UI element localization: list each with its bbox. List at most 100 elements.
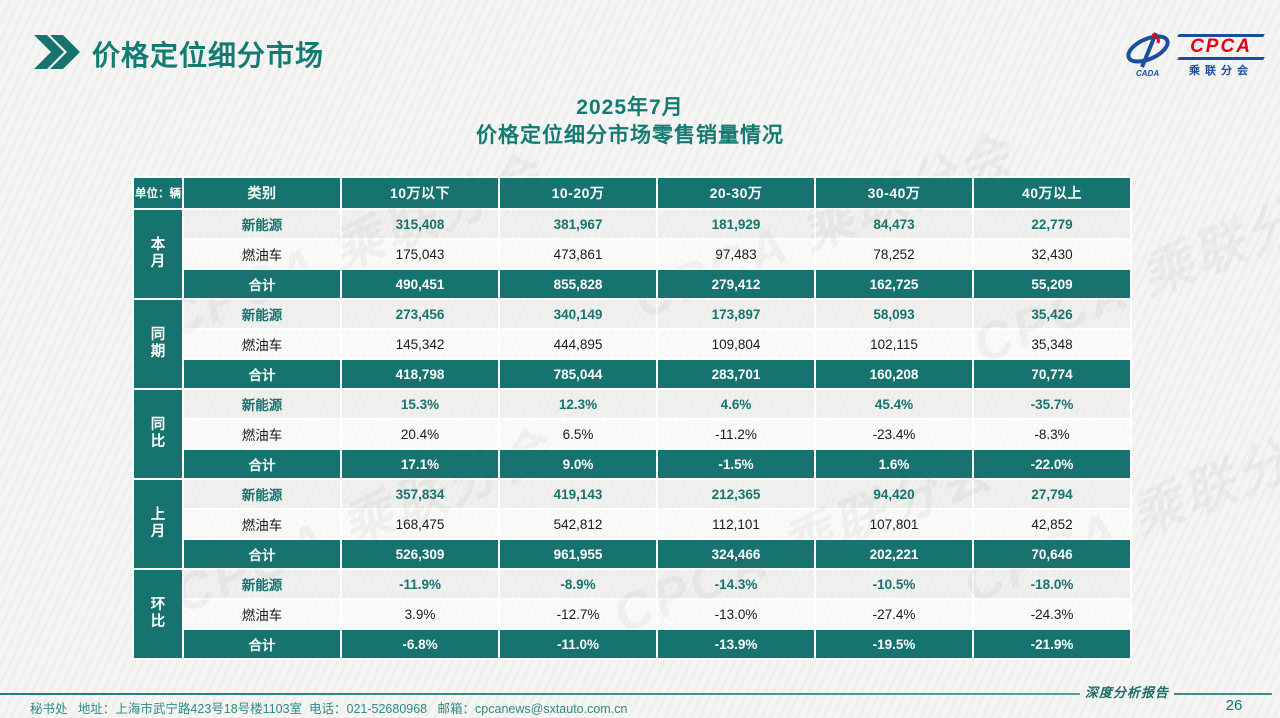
table-row-环比-合计: 合计 -6.8% -11.0% -13.9% -19.5% -21.9% xyxy=(134,630,1130,658)
unit-label: 单位：辆 xyxy=(134,178,182,208)
cell-4-2-4: -21.9% xyxy=(974,630,1130,658)
cell-0-1-3: 78,252 xyxy=(816,240,972,268)
cell-4-1-2: -13.0% xyxy=(658,600,814,628)
cell-3-0-4: 27,794 xyxy=(974,480,1130,508)
table-row-同比-燃油车: 燃油车 20.4% 6.5% -11.2% -23.4% -8.3% xyxy=(134,420,1130,448)
cell-0-2-4: 55,209 xyxy=(974,270,1130,298)
row-category: 新能源 xyxy=(184,570,340,598)
cpca-logo-emblem-icon: CADA xyxy=(1122,31,1174,82)
double-chevron-icon xyxy=(34,34,80,74)
group-label-2: 同比 xyxy=(134,390,182,478)
group-label-3: 上月 xyxy=(134,480,182,568)
row-category: 燃油车 xyxy=(184,600,340,628)
footer-contact-info: 秘书处 地址：上海市武宁路423号18号楼1103室 电话：021-526809… xyxy=(30,702,628,716)
cell-4-0-4: -18.0% xyxy=(974,570,1130,598)
cell-3-0-0: 357,834 xyxy=(342,480,498,508)
column-header-1: 10-20万 xyxy=(500,178,656,208)
cell-1-0-1: 340,149 xyxy=(500,300,656,328)
cell-0-0-3: 84,473 xyxy=(816,210,972,238)
row-category: 合计 xyxy=(184,630,340,658)
cell-3-0-2: 212,365 xyxy=(658,480,814,508)
cell-4-1-1: -12.7% xyxy=(500,600,656,628)
cell-1-1-3: 102,115 xyxy=(816,330,972,358)
cell-1-1-0: 145,342 xyxy=(342,330,498,358)
cell-0-2-1: 855,828 xyxy=(500,270,656,298)
table-row-环比-新能源: 环比 新能源 -11.9% -8.9% -14.3% -10.5% -18.0% xyxy=(134,570,1130,658)
row-category: 燃油车 xyxy=(184,510,340,538)
table-row-同期-燃油车: 燃油车 145,342 444,895 109,804 102,115 35,348 xyxy=(134,330,1130,358)
cell-4-2-2: -13.9% xyxy=(658,630,814,658)
cell-1-2-0: 418,798 xyxy=(342,360,498,388)
cell-3-1-2: 112,101 xyxy=(658,510,814,538)
row-category: 新能源 xyxy=(184,390,340,418)
cpca-chinese-label: 乘联分会 xyxy=(1189,65,1253,77)
row-category: 燃油车 xyxy=(184,240,340,268)
cell-0-2-2: 279,412 xyxy=(658,270,814,298)
cell-2-2-2: -1.5% xyxy=(658,450,814,478)
cell-1-1-1: 444,895 xyxy=(500,330,656,358)
cell-3-0-1: 419,143 xyxy=(500,480,656,508)
row-category: 燃油车 xyxy=(184,330,340,358)
cell-3-1-1: 542,812 xyxy=(500,510,656,538)
cell-4-0-1: -8.9% xyxy=(500,570,656,598)
cell-3-2-0: 526,309 xyxy=(342,540,498,568)
cpca-logo-text: CPCA 乘联分会 xyxy=(1177,34,1265,78)
price-segment-table-wrap: 单位：辆 类别 10万以下 10-20万 20-30万 30-40万 40万以上 本月 新能源 3… xyxy=(132,176,1132,660)
cell-1-0-2: 173,897 xyxy=(658,300,814,328)
cell-2-0-3: 45.4% xyxy=(816,390,972,418)
group-label-text: 上月 xyxy=(150,507,166,540)
cell-3-1-4: 42,852 xyxy=(974,510,1130,538)
cell-1-2-3: 160,208 xyxy=(816,360,972,388)
table-title-line1: 2025年7月 xyxy=(576,96,684,119)
table-row-同期-新能源: 同期 新能源 273,456 340,149 173,897 58,093 35,426 xyxy=(134,300,1130,388)
cell-2-2-1: 9.0% xyxy=(500,450,656,478)
cell-1-1-2: 109,804 xyxy=(658,330,814,358)
row-category: 合计 xyxy=(184,540,340,568)
row-category: 合计 xyxy=(184,450,340,478)
cell-2-1-4: -8.3% xyxy=(974,420,1130,448)
cell-0-2-3: 162,725 xyxy=(816,270,972,298)
cell-1-2-4: 70,774 xyxy=(974,360,1130,388)
cell-0-1-0: 175,043 xyxy=(342,240,498,268)
group-label-text: 环比 xyxy=(150,597,166,630)
table-row-同比-合计: 合计 17.1% 9.0% -1.5% 1.6% -22.0% xyxy=(134,450,1130,478)
cell-0-1-4: 32,430 xyxy=(974,240,1130,268)
cell-3-1-3: 107,801 xyxy=(816,510,972,538)
row-category: 新能源 xyxy=(184,480,340,508)
cell-0-0-2: 181,929 xyxy=(658,210,814,238)
cell-1-1-4: 35,348 xyxy=(974,330,1130,358)
column-header-category: 类别 xyxy=(184,178,340,208)
table-row-同期-合计: 合计 418,798 785,044 283,701 160,208 70,774 xyxy=(134,360,1130,388)
column-header-3: 30-40万 xyxy=(816,178,972,208)
cell-0-0-4: 22,779 xyxy=(974,210,1130,238)
cell-2-1-1: 6.5% xyxy=(500,420,656,448)
table-row-上月-合计: 合计 526,309 961,955 324,466 202,221 70,646 xyxy=(134,540,1130,568)
price-table-head: 单位：辆 类别 10万以下 10-20万 20-30万 30-40万 40万以上 xyxy=(134,178,1130,208)
cell-1-2-1: 785,044 xyxy=(500,360,656,388)
table-row-上月-燃油车: 燃油车 168,475 542,812 112,101 107,801 42,852 xyxy=(134,510,1130,538)
cell-2-1-0: 20.4% xyxy=(342,420,498,448)
cell-1-0-4: 35,426 xyxy=(974,300,1130,328)
cell-0-1-1: 473,861 xyxy=(500,240,656,268)
row-category: 合计 xyxy=(184,270,340,298)
cell-2-2-0: 17.1% xyxy=(342,450,498,478)
footer-divider-left xyxy=(0,693,1080,695)
cell-0-0-0: 315,408 xyxy=(342,210,498,238)
row-category: 燃油车 xyxy=(184,420,340,448)
cell-4-1-0: 3.9% xyxy=(342,600,498,628)
cell-3-2-1: 961,955 xyxy=(500,540,656,568)
cell-2-0-2: 4.6% xyxy=(658,390,814,418)
table-row-同比-新能源: 同比 新能源 15.3% 12.3% 4.6% 45.4% -35.7% xyxy=(134,390,1130,478)
cell-2-2-3: 1.6% xyxy=(816,450,972,478)
header-row: 单位：辆 类别 10万以下 10-20万 20-30万 30-40万 40万以上 xyxy=(134,178,1130,208)
cell-3-2-2: 324,466 xyxy=(658,540,814,568)
row-category: 新能源 xyxy=(184,210,340,238)
table-row-本月-合计: 合计 490,451 855,828 279,412 162,725 55,209 xyxy=(134,270,1130,298)
table-row-本月-燃油车: 燃油车 175,043 473,861 97,483 78,252 32,430 xyxy=(134,240,1130,268)
cell-4-2-1: -11.0% xyxy=(500,630,656,658)
column-header-0: 10万以下 xyxy=(342,178,498,208)
cell-1-0-3: 58,093 xyxy=(816,300,972,328)
cell-2-1-3: -23.4% xyxy=(816,420,972,448)
cell-4-1-4: -24.3% xyxy=(974,600,1130,628)
cell-0-0-1: 381,967 xyxy=(500,210,656,238)
